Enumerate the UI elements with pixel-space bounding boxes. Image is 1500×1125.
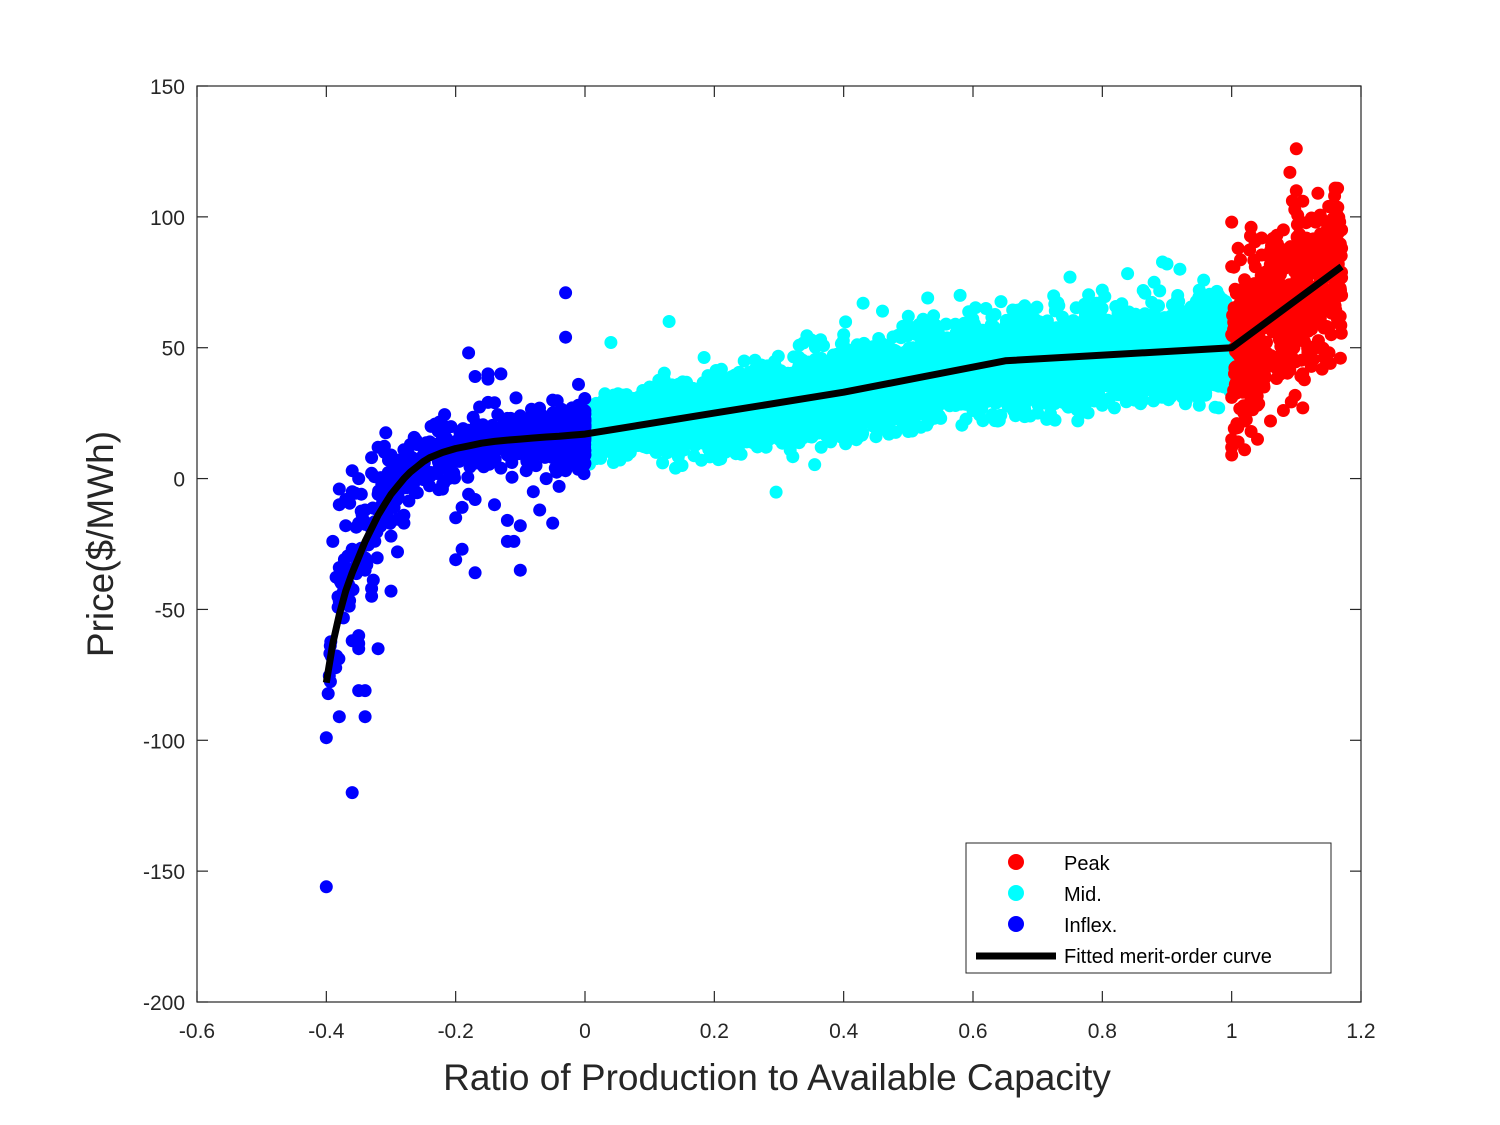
data-point-mid [962,305,976,319]
data-point-mid [814,440,828,454]
data-point-mid [927,309,941,323]
data-point-mid [1138,286,1152,300]
data-point-mid [808,458,822,472]
data-point-mid [1082,288,1096,302]
data-point-mid [916,312,930,326]
data-point-mid [994,408,1008,422]
data-point-mid [1152,299,1165,313]
data-point-mid [839,437,853,451]
data-point-mid [851,430,865,444]
data-point-mid [1166,298,1179,312]
series-mid [578,255,1239,499]
data-point-mid [737,354,751,368]
data-point-mid [939,317,953,331]
data-point-mid [697,351,711,364]
data-point-mid [994,295,1008,309]
scatter-layer [319,142,1349,894]
data-point-mid [786,450,800,464]
data-point-mid [714,362,728,376]
data-point-mid [1009,409,1022,423]
data-point-mid [769,485,783,499]
data-point-mid [1107,401,1121,415]
data-point-mid [839,315,853,329]
